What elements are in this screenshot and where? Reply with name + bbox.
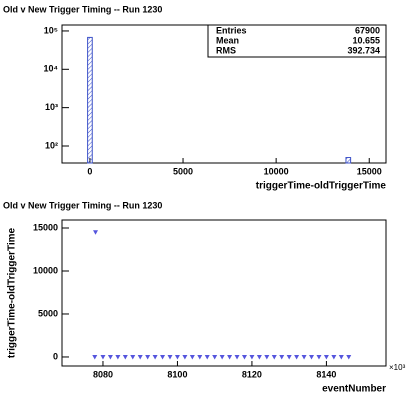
point [122, 354, 128, 360]
point [130, 354, 136, 360]
stats-value: 67900 [355, 25, 380, 35]
x-tick-label: 8100 [167, 369, 187, 379]
x-tick-label: 8140 [316, 369, 336, 379]
y-tick-label: 0 [53, 351, 58, 361]
x-multiplier: ×10³ [389, 363, 406, 372]
point [204, 354, 210, 360]
x-tick-label: 8120 [242, 369, 262, 379]
y-tick-label: 10000 [33, 265, 58, 275]
point [323, 354, 329, 360]
y-tick-label: 5000 [38, 308, 58, 318]
chart-title: Old v New Trigger Timing -- Run 1230 [3, 200, 162, 210]
point [338, 354, 344, 360]
x-tick-label: 8080 [93, 369, 113, 379]
point [346, 354, 352, 360]
plot-frame [61, 219, 387, 367]
point [301, 354, 307, 360]
x-tick-label: 15000 [357, 166, 382, 176]
y-tick-label: 10⁵ [44, 25, 58, 35]
point [241, 354, 247, 360]
stats-value: 10.655 [352, 35, 380, 45]
point [145, 354, 151, 360]
point [256, 354, 262, 360]
stats-label: Mean [216, 35, 239, 45]
point [100, 354, 106, 360]
point [331, 354, 337, 360]
x-tick-label: 5000 [173, 166, 193, 176]
y-axis-label: triggerTime-oldTriggerTime [7, 227, 18, 358]
point [137, 354, 143, 360]
point [316, 354, 322, 360]
stats-label: Entries [216, 25, 247, 35]
y-tick-label: 10² [45, 140, 58, 150]
histogram-bar [345, 157, 352, 164]
point [234, 354, 240, 360]
point [294, 354, 300, 360]
x-tick-label: 10000 [264, 166, 289, 176]
point [212, 354, 218, 360]
point [309, 354, 315, 360]
point [249, 354, 255, 360]
point [182, 354, 188, 360]
y-tick-label: 10³ [45, 102, 58, 112]
point [189, 354, 195, 360]
point [271, 354, 277, 360]
y-tick-label: 15000 [33, 222, 58, 232]
point [107, 354, 113, 360]
point [152, 354, 158, 360]
stats-label: RMS [216, 45, 236, 55]
point [264, 354, 270, 360]
y-tick-label: 10⁴ [44, 64, 58, 74]
point [115, 354, 121, 360]
point [160, 354, 166, 360]
x-axis-label: triggerTime-oldTriggerTime [256, 181, 387, 192]
stats-value: 392.734 [347, 45, 380, 55]
point [227, 354, 233, 360]
point [279, 354, 285, 360]
stats-box [207, 24, 387, 58]
chart-title: Old v New Trigger Timing -- Run 1230 [3, 4, 162, 14]
x-axis-label: eventNumber [322, 384, 386, 395]
point [93, 230, 99, 235]
point [219, 354, 225, 360]
point [197, 354, 203, 360]
point [286, 354, 292, 360]
point [167, 354, 173, 360]
histogram-bar [87, 36, 93, 164]
point [92, 354, 98, 360]
point [174, 354, 180, 360]
x-tick-label: 0 [87, 166, 92, 176]
